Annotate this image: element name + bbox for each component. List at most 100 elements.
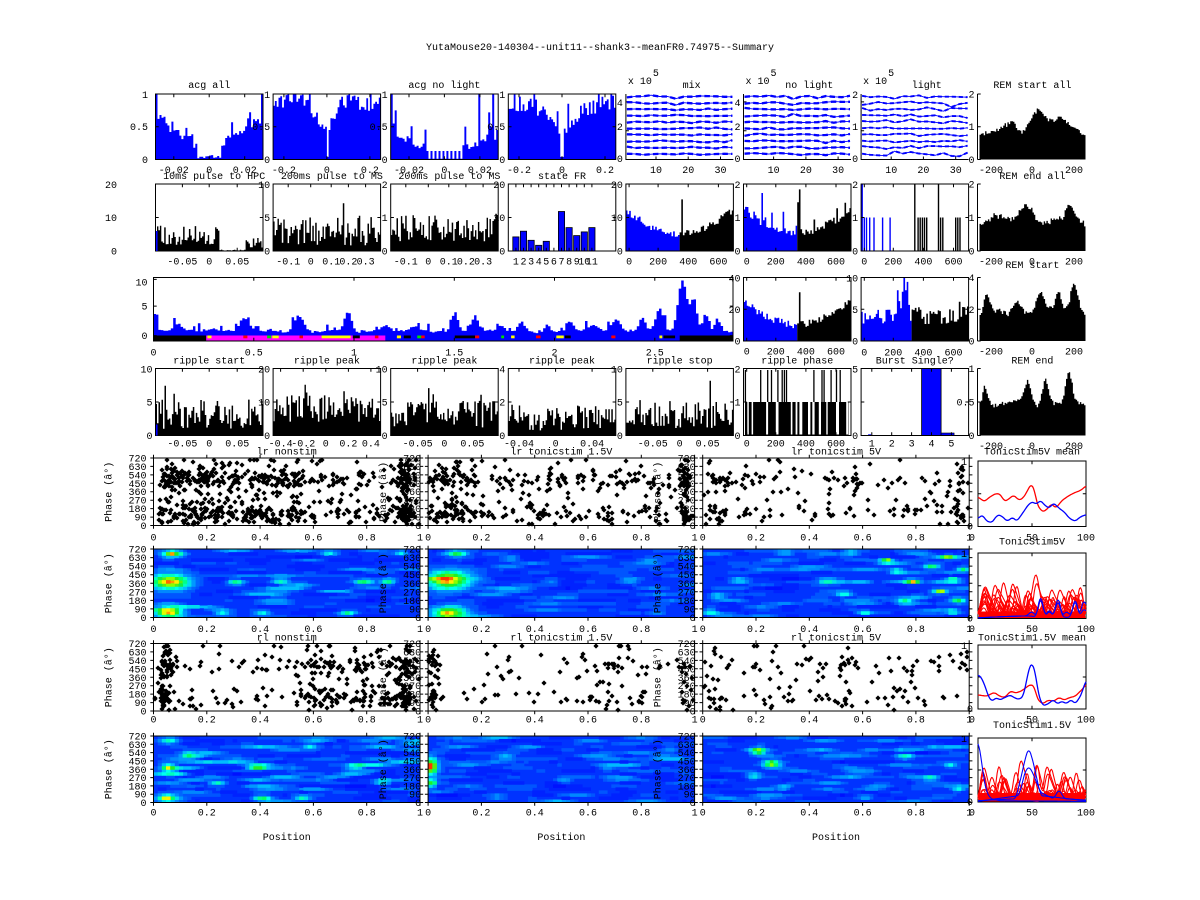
- svg-text:0: 0: [150, 809, 156, 820]
- svg-text:50: 50: [1026, 716, 1038, 727]
- svg-text:rl tonicstim 5V: rl tonicstim 5V: [791, 633, 881, 645]
- svg-text:acg no light: acg no light: [408, 80, 480, 92]
- svg-text:0: 0: [1029, 258, 1035, 269]
- svg-text:lr tonicstim 5V: lr tonicstim 5V: [791, 447, 881, 459]
- svg-text:0.4: 0.4: [526, 809, 544, 820]
- svg-text:0: 0: [852, 338, 858, 349]
- svg-text:0.4: 0.4: [800, 534, 818, 545]
- svg-text:0.2: 0.2: [198, 625, 216, 636]
- svg-text:5: 5: [771, 69, 777, 80]
- svg-text:180: 180: [678, 597, 696, 608]
- svg-text:0.5: 0.5: [130, 123, 148, 134]
- svg-text:20: 20: [917, 166, 929, 177]
- svg-text:1: 1: [968, 123, 974, 134]
- svg-text:100: 100: [1077, 534, 1095, 545]
- svg-text:-0.04: -0.04: [504, 440, 534, 451]
- svg-text:-0.2: -0.2: [291, 440, 315, 451]
- svg-text:360: 360: [678, 488, 696, 499]
- svg-text:0: 0: [499, 248, 505, 259]
- svg-text:0: 0: [617, 155, 623, 166]
- svg-text:630: 630: [678, 463, 696, 474]
- svg-text:0: 0: [690, 799, 696, 810]
- svg-text:0: 0: [308, 258, 314, 269]
- svg-text:0.8: 0.8: [358, 809, 376, 820]
- svg-text:0.6: 0.6: [854, 625, 872, 636]
- svg-text:0: 0: [150, 349, 156, 360]
- svg-text:1: 1: [692, 625, 698, 636]
- svg-text:0: 0: [264, 432, 270, 443]
- svg-text:0: 0: [425, 625, 431, 636]
- svg-text:0.2: 0.2: [747, 809, 765, 820]
- svg-text:1: 1: [417, 625, 423, 636]
- svg-text:1: 1: [852, 214, 858, 225]
- svg-text:-200: -200: [979, 258, 1003, 269]
- svg-text:2: 2: [968, 306, 974, 317]
- svg-text:630: 630: [403, 741, 421, 752]
- svg-text:400: 400: [797, 348, 815, 359]
- svg-text:270: 270: [128, 588, 146, 599]
- svg-text:270: 270: [403, 588, 421, 599]
- svg-text:0: 0: [1029, 348, 1035, 359]
- svg-text:0.6: 0.6: [304, 809, 322, 820]
- svg-text:1: 1: [961, 550, 967, 561]
- svg-text:180: 180: [128, 691, 146, 702]
- svg-text:TonicStim5V: TonicStim5V: [999, 537, 1065, 549]
- svg-text:Phase (â°): Phase (â°): [378, 647, 390, 707]
- svg-text:-200: -200: [979, 442, 1003, 453]
- svg-text:Phase (â°): Phase (â°): [653, 647, 665, 707]
- svg-text:0: 0: [425, 258, 431, 269]
- svg-text:0: 0: [617, 432, 623, 443]
- svg-text:400: 400: [797, 440, 815, 451]
- svg-text:540: 540: [128, 749, 146, 760]
- svg-text:200ms pulse to MS: 200ms pulse to MS: [398, 171, 500, 183]
- svg-text:400: 400: [914, 258, 932, 269]
- svg-text:0.6: 0.6: [579, 716, 597, 727]
- svg-text:rl nonstim: rl nonstim: [257, 633, 317, 645]
- svg-text:5: 5: [653, 69, 659, 80]
- svg-text:720: 720: [128, 640, 146, 651]
- svg-text:0.2: 0.2: [457, 258, 475, 269]
- svg-text:2: 2: [734, 123, 740, 134]
- svg-text:4: 4: [499, 366, 505, 377]
- svg-text:450: 450: [128, 480, 146, 491]
- svg-text:2: 2: [551, 349, 557, 360]
- svg-text:2: 2: [889, 440, 895, 451]
- svg-text:1: 1: [264, 91, 270, 102]
- svg-text:540: 540: [128, 471, 146, 482]
- svg-text:0.3: 0.3: [474, 258, 492, 269]
- svg-text:1: 1: [734, 214, 740, 225]
- svg-text:TonicStim1.5V mean: TonicStim1.5V mean: [978, 633, 1086, 645]
- svg-text:450: 450: [678, 480, 696, 491]
- svg-text:0.4: 0.4: [800, 809, 818, 820]
- svg-text:0.4: 0.4: [251, 716, 269, 727]
- svg-text:0: 0: [150, 625, 156, 636]
- svg-text:4: 4: [734, 99, 740, 110]
- svg-text:540: 540: [128, 657, 146, 668]
- svg-text:0: 0: [425, 809, 431, 820]
- svg-text:0: 0: [559, 166, 565, 177]
- svg-text:270: 270: [678, 497, 696, 508]
- svg-text:0: 0: [206, 440, 212, 451]
- svg-text:720: 720: [678, 640, 696, 651]
- svg-text:0: 0: [967, 798, 973, 809]
- svg-text:0: 0: [967, 705, 973, 716]
- svg-text:0.8: 0.8: [632, 716, 650, 727]
- svg-text:Position: Position: [812, 832, 860, 844]
- svg-text:0.8: 0.8: [907, 716, 925, 727]
- svg-text:0: 0: [553, 440, 559, 451]
- svg-text:0.4: 0.4: [251, 809, 269, 820]
- svg-text:540: 540: [128, 563, 146, 574]
- svg-text:0: 0: [700, 809, 706, 820]
- svg-text:450: 450: [128, 757, 146, 768]
- svg-text:0.2: 0.2: [361, 166, 379, 177]
- svg-text:2: 2: [520, 258, 526, 269]
- svg-text:720: 720: [403, 733, 421, 744]
- svg-text:0: 0: [382, 156, 388, 167]
- svg-text:0: 0: [968, 156, 974, 167]
- svg-text:100: 100: [1077, 716, 1095, 727]
- svg-text:0: 0: [690, 522, 696, 533]
- svg-text:10: 10: [140, 366, 152, 377]
- svg-text:270: 270: [403, 682, 421, 693]
- svg-text:0.4: 0.4: [526, 625, 544, 636]
- svg-text:1: 1: [142, 91, 148, 102]
